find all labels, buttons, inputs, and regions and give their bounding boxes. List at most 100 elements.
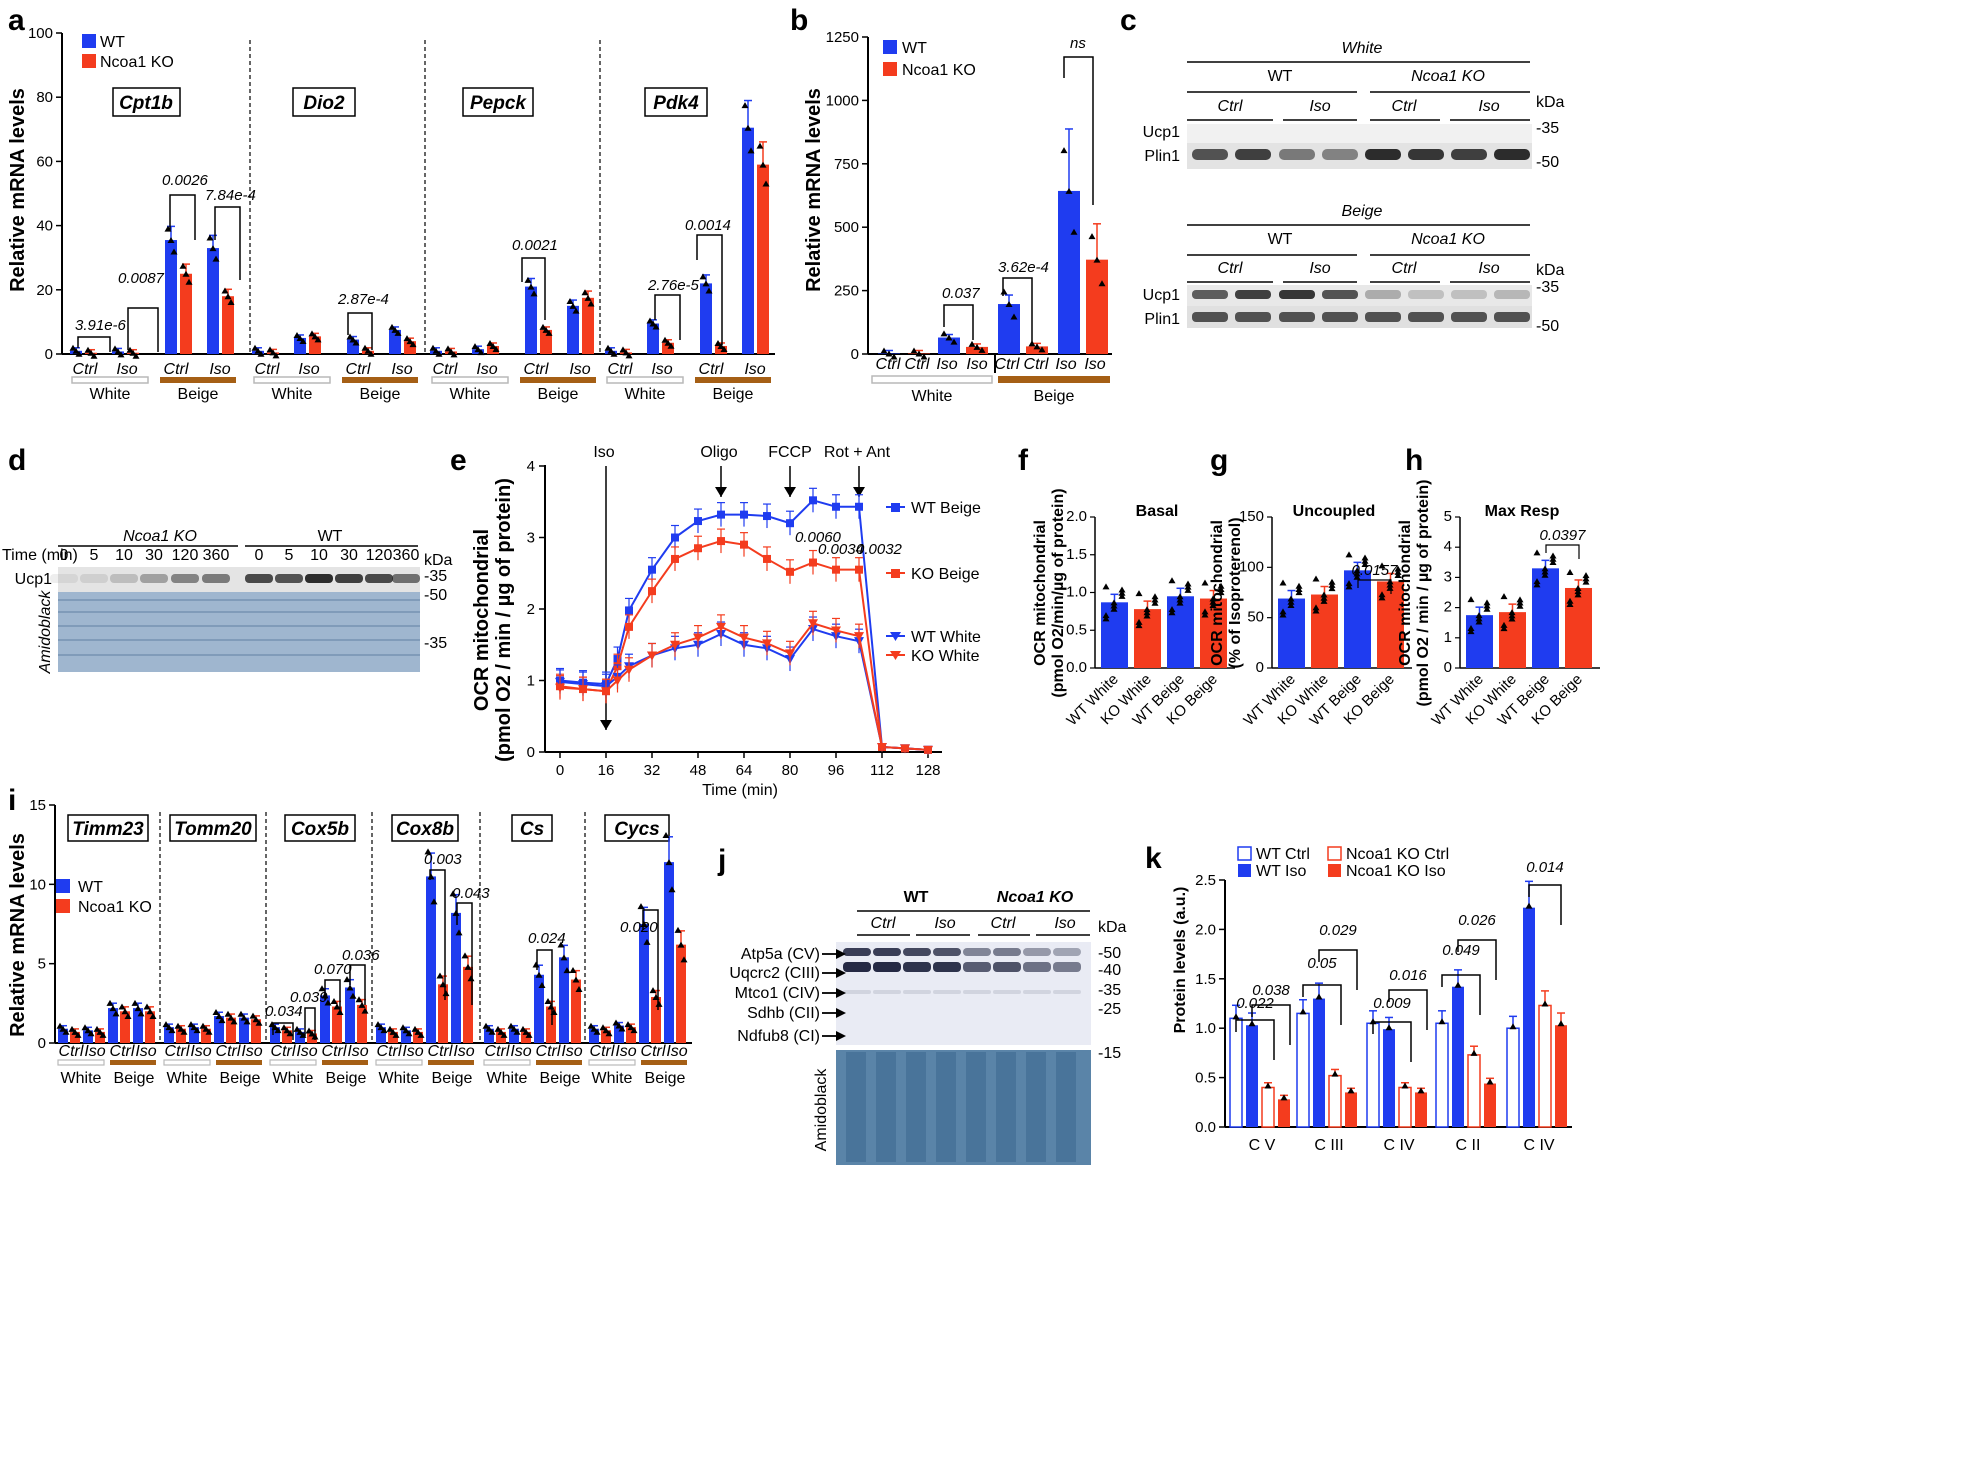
bar-k-4-2 bbox=[1538, 1004, 1552, 1128]
dot-i-1-0-1-2 bbox=[180, 1028, 188, 1035]
panel-k-ytick-label: 0.0 bbox=[1195, 1119, 1216, 1136]
e-point bbox=[717, 510, 725, 519]
dot-a-1-2-1-0 bbox=[361, 344, 369, 351]
pval-a-pdk4-white-iso: 2.76e-5 bbox=[647, 277, 700, 294]
pval-e-3: 0.0032 bbox=[856, 541, 903, 558]
bar-a-pdk4-wt-1 bbox=[647, 323, 659, 354]
dot-i-5-0-1-2 bbox=[605, 1030, 613, 1037]
dot-i-3-3-0-2 bbox=[455, 929, 463, 936]
dot-a-3-0-1-1 bbox=[622, 349, 630, 356]
time-d-0: 0 bbox=[60, 547, 69, 564]
band-d-ucp1-4 bbox=[171, 574, 199, 583]
dot-b-2-0-0 bbox=[1000, 288, 1008, 295]
dot-b-0-0-0 bbox=[880, 347, 888, 354]
bar-i-cox5b-wt-2 bbox=[320, 995, 330, 1043]
xlabel-i-iso-white: Iso bbox=[402, 1043, 423, 1060]
e-point bbox=[785, 649, 795, 659]
mw-c-beige-35: -35 bbox=[1536, 279, 1559, 296]
xlabel-b-1: Ctrl bbox=[905, 356, 930, 373]
panel-h-dot-2-7 bbox=[1541, 565, 1549, 572]
dot-a-3-0-0-0 bbox=[604, 344, 612, 351]
e-ytick-label: 1 bbox=[527, 673, 535, 690]
xlabel-a-iso-white: Iso bbox=[476, 361, 497, 378]
dot-i-1-0-0-0 bbox=[162, 1021, 170, 1028]
panel-b-ytick-label: 0 bbox=[851, 346, 859, 363]
panel-g-ytick-label: 100 bbox=[1239, 558, 1264, 575]
gene-label-pepck: Pepck bbox=[470, 93, 527, 114]
panel-letters: a b c d e f g h i j k bbox=[8, 4, 1423, 877]
band-d-ucp1-3 bbox=[140, 574, 168, 583]
dot-i-0-1-0-0 bbox=[81, 1024, 89, 1031]
group-bar-i-white bbox=[375, 1059, 423, 1066]
dot-i-0-1-1-1 bbox=[96, 1028, 104, 1035]
dot-i-0-1-1-2 bbox=[99, 1031, 107, 1038]
dot-a-0-0-1-0 bbox=[84, 346, 92, 353]
panel-d-row-ucp1: Ucp1 bbox=[15, 571, 52, 588]
e-point bbox=[831, 626, 841, 636]
panel-f-ytick-label: 2.0 bbox=[1066, 508, 1087, 525]
group-bar-i-white bbox=[483, 1059, 531, 1066]
panel-f-dot-1-3 bbox=[1135, 622, 1143, 629]
gene-label-i-cox5b: Cox5b bbox=[291, 819, 349, 840]
e-xtick-label: 128 bbox=[915, 762, 940, 779]
dot-i-3-0-1-1 bbox=[389, 1028, 397, 1035]
panel-letter-g: g bbox=[1210, 444, 1228, 477]
panel-a-ytick-label: 20 bbox=[36, 282, 53, 299]
band-j-cv-5 bbox=[993, 948, 1021, 956]
panel-c-white-ctrl-wt: Ctrl bbox=[1218, 98, 1243, 115]
k-bracket-3-1 bbox=[1457, 939, 1497, 980]
dot-i-5-2-0-0 bbox=[637, 903, 645, 910]
panel-g-dot-3-1 bbox=[1386, 584, 1394, 591]
dot-i-2-2-1-0 bbox=[330, 998, 338, 1005]
dot-i-4-3-1-2 bbox=[575, 986, 583, 993]
panel-f-ylabel2: (pmol O2/min/µg of protein) bbox=[1050, 488, 1067, 697]
pval-a-cpt1b-beige-iso: 7.84e-4 bbox=[205, 187, 256, 204]
dot-a-2-0-0-1 bbox=[432, 347, 440, 354]
mw-d-50: -50 bbox=[424, 587, 447, 604]
e-line-ko-beige bbox=[559, 540, 929, 751]
band-c-beige-plin1-0 bbox=[1192, 312, 1228, 322]
legend-e-ko-white: KO White bbox=[911, 648, 980, 665]
e-point bbox=[671, 554, 679, 563]
bar-k-0-2 bbox=[1261, 1086, 1275, 1128]
panel-g-dot-2-7 bbox=[1353, 567, 1361, 574]
dot-a-2-3-1-2 bbox=[587, 300, 595, 307]
dot-a-2-1-1-2 bbox=[492, 345, 500, 352]
dot-i-5-1-0-1 bbox=[615, 1022, 623, 1029]
panel-c-white-iso-wt: Iso bbox=[1309, 98, 1330, 115]
k-bracket-0-0 bbox=[1235, 1019, 1275, 1060]
bar-i-cycs-wt-1 bbox=[614, 1025, 624, 1043]
band-c-white-plin1-4 bbox=[1365, 149, 1401, 160]
dot-a-3-2-1-0 bbox=[714, 339, 722, 346]
dot-a-2-2-0-1 bbox=[527, 283, 535, 290]
group-label-a-beige: Beige bbox=[360, 386, 401, 403]
group-bar-i-beige bbox=[322, 1060, 368, 1065]
panel-g-ytick-label: 150 bbox=[1239, 508, 1264, 525]
pval-a-cpt1b-white-ctrl: 3.91e-6 bbox=[75, 317, 127, 334]
dot-a-3-1-1-2 bbox=[667, 342, 675, 349]
mw-c-white-50: -50 bbox=[1536, 154, 1559, 171]
e-ytick-label: 2 bbox=[527, 601, 535, 618]
bar-a-cpt1b-ko-3 bbox=[222, 296, 234, 354]
panel-f-dot-0-8 bbox=[1118, 586, 1126, 593]
panel-c-white-wt: WT bbox=[1268, 68, 1293, 85]
panel-f-ylabel1: OCR mitochondrial bbox=[1032, 520, 1049, 666]
dot-a-0-2-0-0 bbox=[164, 225, 172, 232]
blot-j-amidoblack bbox=[836, 1050, 1091, 1165]
xlabel-a-iso-white: Iso bbox=[651, 361, 672, 378]
dot-i-5-1-1-2 bbox=[630, 1027, 638, 1034]
panel-k-ytick-label: 1.5 bbox=[1195, 971, 1216, 988]
e-point bbox=[647, 651, 657, 661]
bar-i-cox5b-wt-3 bbox=[345, 987, 355, 1043]
e-ytick-label: 4 bbox=[527, 458, 535, 475]
time-d-6: 0 bbox=[255, 547, 264, 564]
xlabel-b-2: Iso bbox=[936, 356, 957, 373]
panel-k-ylabel: Protein levels (a.u.) bbox=[1172, 887, 1189, 1034]
panel-g-pval: 0.0157 bbox=[1352, 562, 1399, 579]
panel-f-dot-0-7 bbox=[1110, 599, 1118, 606]
pval-i-5: 0.003 bbox=[424, 851, 462, 868]
pval-i-8: 0.020 bbox=[620, 919, 658, 936]
mw-c-beige-50: -50 bbox=[1536, 318, 1559, 335]
dot-i-0-2-1-0 bbox=[118, 1003, 126, 1010]
dot-a-1-3-1-2 bbox=[409, 341, 417, 348]
